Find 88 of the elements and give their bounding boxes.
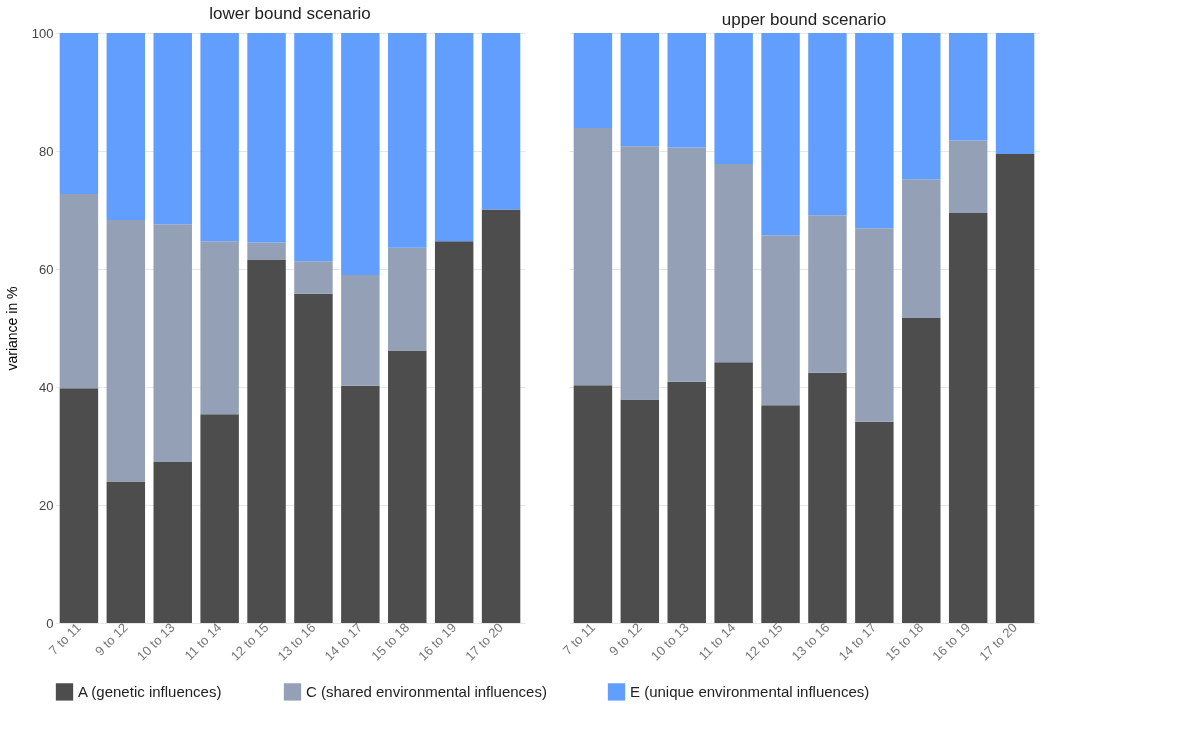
bar — [294, 33, 333, 262]
bar — [573, 385, 613, 623]
bar — [153, 461, 192, 623]
bar — [714, 163, 753, 363]
bar — [761, 405, 800, 623]
bar — [294, 261, 333, 294]
y-tick-label: 100 — [31, 25, 54, 41]
x-tick-label: 13 to 16 — [788, 619, 833, 664]
y-tick-label: 40 — [39, 379, 54, 395]
bar — [434, 241, 474, 623]
x-tick-label: 16 to 19 — [929, 619, 974, 664]
bar — [948, 212, 988, 623]
bar — [667, 33, 706, 148]
bar — [388, 350, 427, 623]
bar — [294, 293, 333, 623]
x-tick-label: 17 to 20 — [462, 619, 507, 664]
bar — [200, 414, 239, 623]
bar — [902, 33, 941, 180]
y-tick-label: 0 — [46, 615, 54, 631]
x-tick-label: 12 to 15 — [227, 619, 272, 664]
bar — [902, 179, 941, 318]
x-tick-label: 9 to 12 — [606, 619, 645, 659]
bar — [761, 235, 800, 406]
x-tick-label: 13 to 16 — [274, 619, 319, 664]
x-tick-label: 16 to 19 — [415, 619, 460, 664]
bar — [341, 33, 380, 275]
legend-label: A (genetic influences) — [78, 682, 222, 700]
x-tick-label: 14 to 17 — [321, 619, 366, 664]
bar — [434, 33, 474, 242]
bar — [106, 33, 146, 221]
x-tick-label: 17 to 20 — [976, 619, 1021, 664]
bar — [902, 317, 941, 623]
bar — [714, 33, 753, 164]
bar — [153, 33, 192, 225]
bar — [808, 372, 847, 623]
bar — [341, 385, 380, 623]
bar — [200, 241, 239, 415]
bar — [106, 220, 146, 482]
bar — [341, 274, 380, 386]
bar — [247, 242, 286, 260]
bar — [481, 33, 521, 210]
bar — [59, 388, 99, 623]
bar — [714, 362, 753, 623]
bar — [808, 215, 847, 373]
bar — [667, 147, 706, 382]
legend-label: E (unique environmental influences) — [630, 682, 870, 700]
x-tick-label: 11 to 14 — [695, 619, 739, 663]
x-tick-label: 14 to 17 — [835, 619, 880, 664]
legend-label: C (shared environmental influences) — [306, 682, 547, 700]
bar — [620, 146, 660, 400]
bar — [995, 33, 1035, 154]
bar — [106, 481, 146, 623]
x-tick-label: 15 to 18 — [882, 619, 927, 664]
bar — [808, 33, 847, 216]
bar — [388, 247, 427, 351]
bar — [855, 421, 894, 623]
x-tick-label: 10 to 13 — [133, 619, 178, 664]
bar — [620, 33, 660, 147]
bar — [247, 259, 286, 623]
bar — [855, 228, 894, 422]
chart-title: lower bound scenario — [209, 4, 371, 23]
bar — [573, 33, 613, 128]
x-tick-label: 15 to 18 — [368, 619, 413, 664]
bar — [995, 153, 1035, 623]
bar — [761, 33, 800, 236]
x-tick-label: 12 to 15 — [741, 619, 786, 664]
y-tick-label: 20 — [39, 497, 54, 513]
y-axis-title: variance in % — [3, 286, 20, 371]
bar — [59, 194, 99, 389]
bar — [481, 209, 521, 623]
bar — [620, 399, 660, 623]
x-tick-label: 10 to 13 — [647, 619, 692, 664]
bar — [247, 33, 286, 243]
bar — [948, 140, 988, 213]
x-tick-label: 9 to 12 — [92, 619, 131, 659]
bar — [200, 33, 239, 242]
bar — [153, 224, 192, 462]
y-tick-label: 80 — [39, 143, 54, 159]
bar — [948, 33, 988, 141]
bar — [573, 127, 613, 386]
bar — [59, 33, 99, 195]
bar — [855, 33, 894, 229]
x-tick-label: 7 to 11 — [559, 619, 598, 658]
x-tick-label: 11 to 14 — [181, 619, 225, 663]
bar — [667, 381, 706, 623]
y-tick-label: 60 — [39, 261, 54, 277]
bar — [388, 33, 427, 248]
chart-title: upper bound scenario — [721, 10, 887, 29]
